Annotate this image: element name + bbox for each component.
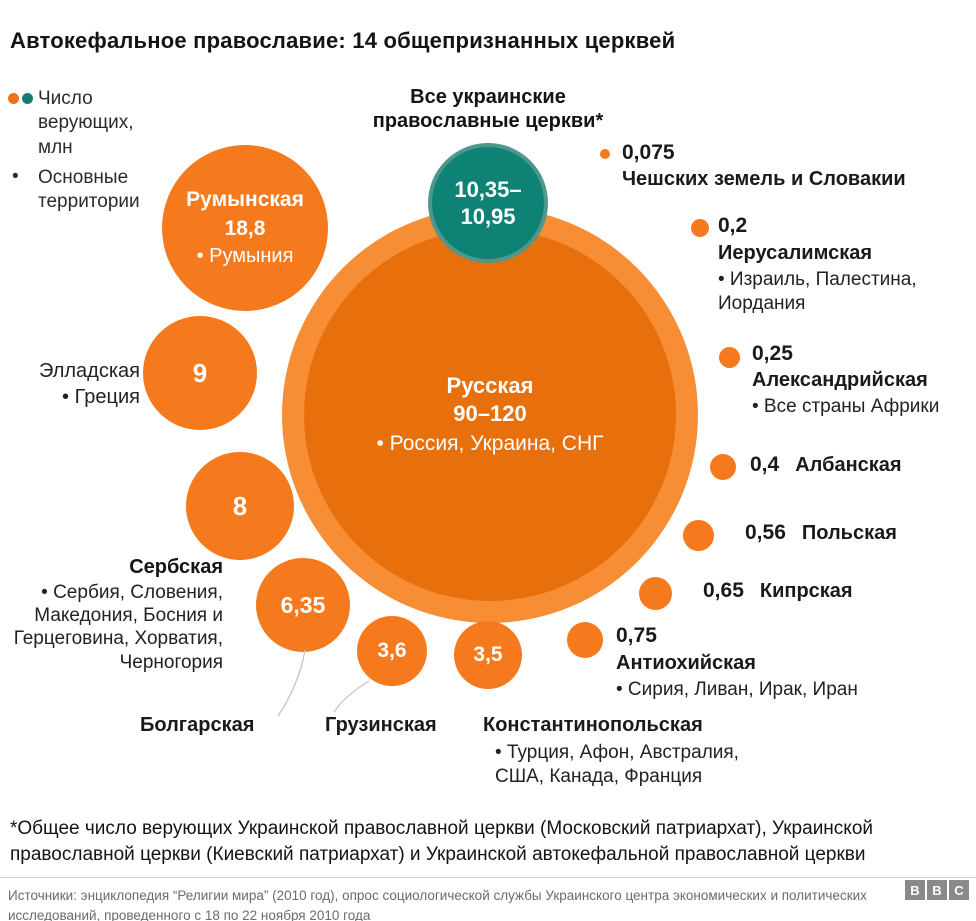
label-constantinople-name: Константинопольская (483, 714, 703, 736)
bubble-russian-value: 90–120 (453, 401, 527, 427)
bubble-hellas: 9 (143, 316, 257, 430)
bubble-serbian: 8 (186, 452, 294, 560)
bubble-ukrainian-value-line2: 10,95 (460, 204, 516, 229)
bubble-serbian-value: 8 (232, 490, 248, 521)
item-czech-slovak-value: 0,075 (622, 141, 675, 164)
item-alexandria-name: Александрийская (752, 369, 928, 391)
dot-antioch (567, 622, 603, 658)
dot-czech-slovak (600, 149, 610, 159)
item-czech-slovak: 0,075 Чешских земель и Словакии (622, 141, 906, 191)
label-serbian-name: Сербская (129, 556, 223, 578)
item-antioch-name: Антиохийская (616, 652, 756, 674)
bubble-bulgarian: 6,35 (256, 558, 350, 652)
item-antioch-territories: • Сирия, Ливан, Ирак, Иран (616, 679, 858, 700)
item-jerusalem-value: 0,2 (718, 214, 748, 237)
item-alexandria-value: 0,25 (752, 342, 793, 365)
bubble-ukrainian-inner: 10,35– 10,95 (432, 147, 544, 259)
dot-albanian (710, 454, 736, 480)
bbc-logo-block-b1: B (905, 880, 925, 900)
item-jerusalem: 0,2 Иерусалимская • Израиль, Палестина, … (718, 214, 974, 316)
item-polish-value: 0,56 (745, 521, 786, 544)
label-constantinople-territories: • Турция, Афон, Австралия, США, Канада, … (495, 742, 739, 787)
legend-orange-dot-icon (8, 93, 19, 104)
dot-polish (683, 520, 714, 551)
chart-title: Автокефальное православие: 14 общепризна… (10, 28, 676, 53)
bbc-logo: B B C (905, 880, 969, 900)
item-polish-name: Польская (801, 522, 897, 544)
dot-jerusalem (691, 219, 709, 237)
bbc-logo-block-b2: B (927, 880, 947, 900)
label-hellas-name: Элладская (39, 360, 140, 382)
bbc-logo-block-c: C (949, 880, 969, 900)
label-constantinople: Константинопольская • Турция, Афон, Авст… (483, 714, 783, 789)
bubble-romanian-value: 18,8 (224, 216, 266, 240)
label-serbian: Сербская • Сербия, Словения, Македония, … (0, 556, 223, 674)
label-hellas-territories: • Греция (62, 386, 140, 408)
legend-territories-bullet: • (12, 166, 19, 187)
legend-believers-label: Число верующих, млн (38, 88, 134, 158)
item-polish: 0,56 Польская (745, 521, 897, 545)
bubble-russian-name: Русская (446, 372, 534, 398)
bubble-romanian: Румынская 18,8 • Румыния (162, 145, 328, 311)
leader-line-bulgarian (277, 649, 306, 717)
bubble-ukrainian-value-line1: 10,35– (454, 176, 522, 202)
label-ukrainian-churches: Все украинские православные церкви* (372, 86, 604, 132)
item-albanian-name: Албанская (795, 454, 902, 476)
bubble-ukrainian-outer: 10,35– 10,95 (428, 143, 548, 263)
bubble-russian-inner: Русская 90–120 • Россия, Украина, СНГ (304, 229, 676, 601)
footer-divider (0, 877, 976, 878)
bubble-russian-territories: • Россия, Украина, СНГ (376, 431, 604, 455)
sources-text: Источники: энциклопедия “Религии мира” (… (8, 888, 867, 921)
item-cypriot-value: 0,65 (703, 579, 744, 602)
item-alexandria-territories: • Все страны Африки (752, 396, 940, 417)
label-bulgarian: Болгарская (140, 714, 255, 736)
bubble-constantinople-value: 3,5 (473, 643, 503, 666)
item-czech-slovak-name: Чешских земель и Словакии (622, 168, 906, 190)
item-albanian-value: 0,4 (750, 453, 780, 476)
bubble-constantinople: 3,5 (454, 621, 522, 689)
footnote: *Общее число верующих Украинской правосл… (10, 818, 874, 865)
item-antioch-value: 0,75 (616, 624, 657, 647)
label-hellas: Элладская • Греция (0, 358, 140, 410)
bubble-romanian-territories: • Румыния (196, 244, 294, 267)
dot-alexandria (719, 347, 740, 368)
item-antioch: 0,75 Антиохийская • Сирия, Ливан, Ирак, … (616, 624, 858, 702)
bubble-georgian: 3,6 (357, 616, 427, 686)
item-cypriot-name: Кипрская (759, 580, 853, 602)
bubble-romanian-name: Румынская (186, 188, 304, 212)
bubble-georgian-value: 3,6 (377, 639, 407, 662)
dot-cypriot (639, 577, 672, 610)
bubble-hellas-value: 9 (192, 357, 208, 388)
item-jerusalem-territories: • Израиль, Палестина, Иордания (718, 269, 917, 314)
label-serbian-territories: • Сербия, Словения, Македония, Босния и … (13, 582, 223, 673)
item-alexandria: 0,25 Александрийская • Все страны Африки (752, 342, 939, 419)
bubble-bulgarian-value: 6,35 (280, 591, 326, 618)
item-cypriot: 0,65 Кипрская (703, 579, 853, 603)
bubble-russian-outer: Русская 90–120 • Россия, Украина, СНГ (282, 207, 698, 623)
leader-line-georgian (333, 680, 370, 713)
item-jerusalem-name: Иерусалимская (718, 242, 873, 264)
legend-teal-dot-icon (22, 93, 33, 104)
item-albanian: 0,4 Албанская (750, 453, 902, 477)
legend-territories-label: Основные территории (38, 167, 140, 213)
label-georgian: Грузинская (325, 714, 437, 736)
